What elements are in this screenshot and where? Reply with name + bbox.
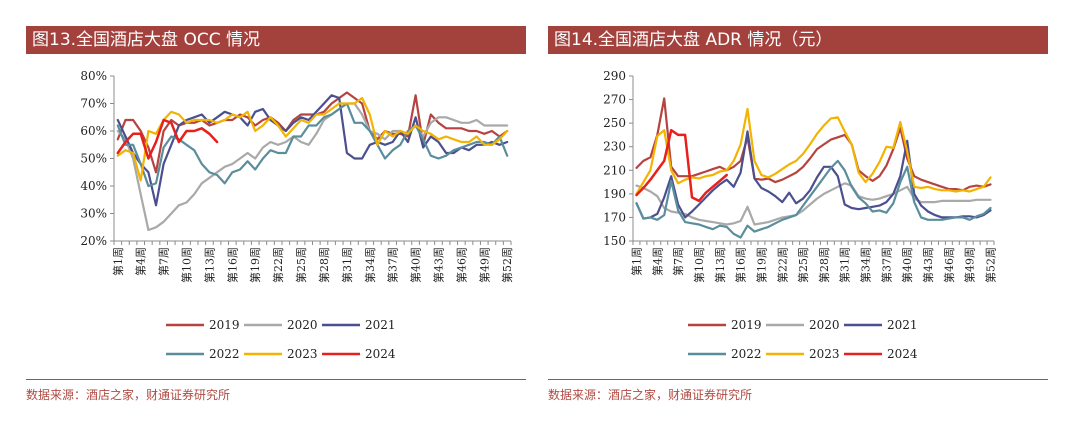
occ-series-2022-line [116, 102, 509, 188]
adr-x-tick-label: 第40周 [900, 247, 914, 283]
adr-y-tick-label: 290 [603, 69, 626, 83]
adr-x-tick-label: 第49周 [963, 247, 977, 283]
adr-y-tick-label: 230 [603, 140, 626, 154]
adr-legend-label-2024: 2024 [887, 347, 918, 361]
adr-x-tick-label: 第34周 [859, 247, 873, 283]
occ-series-2023-line [116, 96, 509, 182]
occ-y-tick-label: 50% [80, 152, 107, 166]
adr-x-tick-label: 第31周 [838, 247, 852, 283]
adr-line-chart: 150 170 190 210 230 250 270 290 第1周 第4周 第7周 第10周 第13… [603, 69, 998, 361]
adr-series-2020-line [635, 182, 992, 226]
adr-series-2024-line [635, 128, 728, 203]
occ-x-tick-label: 第13周 [202, 247, 216, 283]
source-note-adr: 数据来源：酒店之家，财通证券研究所 [548, 388, 753, 402]
adr-y-tick-label: 150 [603, 234, 626, 248]
occ-series-2020-line [116, 102, 509, 232]
occ-y-tick-label: 20% [80, 234, 107, 248]
adr-legend-label-2021: 2021 [887, 318, 918, 332]
occ-x-tick-label: 第28周 [317, 247, 331, 283]
occ-x-tick-label: 第22周 [271, 247, 285, 283]
panel-occ: 图13.全国酒店大盘 OCC 情况 20% 30% 40% 50% 60% 70% 80% 第… [26, 0, 526, 427]
occ-x-tick-label: 第52周 [500, 247, 514, 283]
adr-legend-label-2020: 2020 [809, 318, 840, 332]
adr-series-2021-line [635, 130, 992, 220]
occ-legend-label-2019: 2019 [209, 318, 240, 332]
adr-x-tick-label: 第22周 [775, 247, 789, 283]
adr-x-tick-label: 第7周 [671, 247, 685, 276]
adr-x-tick-label: 第28周 [817, 247, 831, 283]
occ-legend-label-2024: 2024 [365, 347, 396, 361]
adr-x-tick-label: 第37周 [879, 247, 893, 283]
occ-series-2021-line [116, 94, 509, 207]
adr-x-tick-label: 第16周 [734, 247, 748, 283]
occ-legend-label-2022: 2022 [209, 347, 240, 361]
occ-line-chart: 20%30%40%50%60%70%80%第1周 第4周 第7周 第10周 第13周 第1… [80, 69, 514, 361]
divider-occ [26, 379, 526, 380]
source-note-occ: 数据来源：酒店之家，财通证券研究所 [26, 388, 231, 402]
occ-y-tick-label: 40% [80, 179, 107, 193]
occ-legend-label-2023: 2023 [287, 347, 318, 361]
adr-y-tick-label: 270 [603, 93, 626, 107]
occ-x-tick-label: 第49周 [477, 247, 491, 283]
occ-legend-label-2020: 2020 [287, 318, 318, 332]
occ-x-tick-label: 第16周 [225, 247, 239, 283]
adr-y-tick-label: 210 [603, 163, 626, 177]
panel-adr: 图14.全国酒店大盘 ADR 情况（元） 150 170 190 210 230 250 2… [548, 0, 1048, 427]
adr-legend-label-2022: 2022 [731, 347, 762, 361]
occ-y-tick-label: 30% [80, 207, 107, 221]
adr-y-tick-label: 250 [603, 116, 626, 130]
occ-y-tick-label: 80% [80, 69, 107, 83]
occ-series-2024-line [116, 118, 219, 160]
occ-legend-label-2021: 2021 [365, 318, 396, 332]
chart-title-adr: 图14.全国酒店大盘 ADR 情况（元） [548, 26, 1048, 54]
occ-x-tick-label: 第46周 [454, 247, 468, 283]
divider-adr [548, 379, 1048, 380]
occ-x-tick-label: 第7周 [157, 247, 171, 276]
occ-y-tick-label: 60% [80, 124, 107, 138]
occ-x-tick-label: 第10周 [180, 247, 194, 283]
occ-x-tick-label: 第34周 [363, 247, 377, 283]
occ-x-tick-label: 第40周 [409, 247, 423, 283]
occ-x-tick-label: 第31周 [340, 247, 354, 283]
occ-x-tick-label: 第25周 [294, 247, 308, 283]
occ-x-tick-label: 第19周 [248, 247, 262, 283]
adr-x-tick-label: 第46周 [942, 247, 956, 283]
occ-x-tick-label: 第1周 [111, 247, 125, 276]
adr-legend-label-2019: 2019 [731, 318, 762, 332]
adr-x-tick-label: 第19周 [754, 247, 768, 283]
adr-x-tick-label: 第43周 [921, 247, 935, 283]
occ-x-tick-label: 第43周 [431, 247, 445, 283]
adr-series-2019-line [635, 97, 992, 192]
adr-legend-label-2023: 2023 [809, 347, 840, 361]
chart-title-occ: 图13.全国酒店大盘 OCC 情况 [26, 26, 526, 54]
adr-x-tick-label: 第52周 [984, 247, 998, 283]
occ-x-tick-label: 第37周 [386, 247, 400, 283]
adr-y-tick-label: 190 [603, 187, 626, 201]
adr-series-2023-line [635, 107, 992, 195]
adr-x-tick-label: 第1周 [629, 247, 643, 276]
occ-y-tick-label: 70% [80, 97, 107, 111]
adr-x-tick-label: 第10周 [692, 247, 706, 283]
adr-y-tick-label: 170 [603, 210, 626, 224]
adr-x-tick-label: 第25周 [796, 247, 810, 283]
adr-series-2022-line [635, 159, 992, 239]
occ-x-tick-label: 第4周 [134, 247, 148, 276]
adr-x-tick-label: 第4周 [650, 247, 664, 276]
adr-x-tick-label: 第13周 [713, 247, 727, 283]
